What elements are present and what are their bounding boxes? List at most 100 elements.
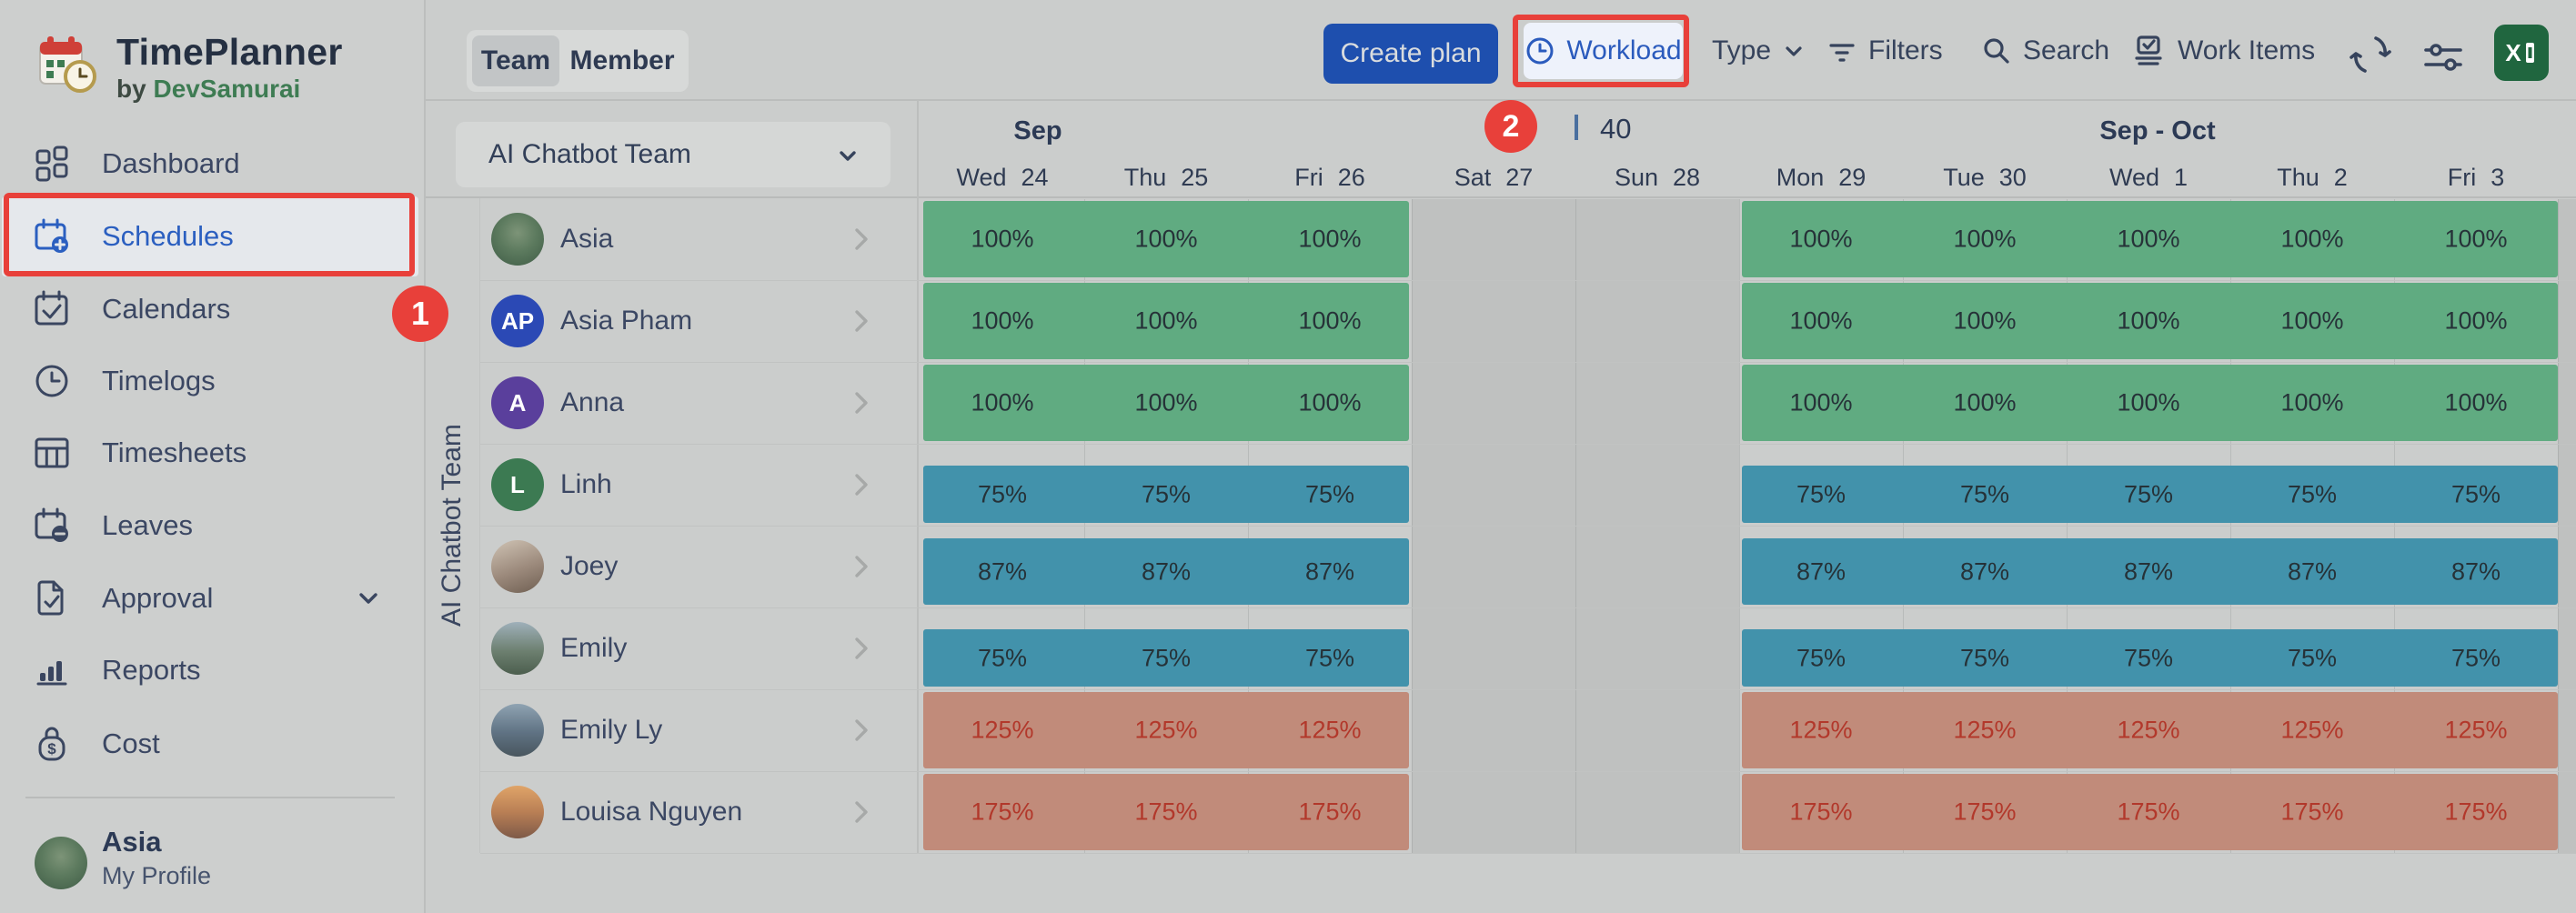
member-row-anna[interactable]: A Anna	[480, 362, 917, 444]
workload-bar-asia[interactable]	[923, 201, 1409, 277]
workload-bar-asia-pham[interactable]	[923, 283, 1409, 359]
type-label: Type	[1712, 35, 1772, 65]
utilization-value: 175%	[1789, 798, 1853, 826]
workload-button[interactable]: Workload	[1524, 23, 1683, 79]
sidebar-item-label: Dashboard	[102, 147, 240, 179]
sidebar-item-approval[interactable]: Approval	[2, 562, 418, 635]
avatar	[491, 540, 544, 593]
day-header-sun-28: Sun 28	[1614, 164, 1701, 191]
annotation-step2-rect	[1513, 15, 1689, 87]
sidebar-item-label: Calendars	[102, 293, 231, 325]
workload-bar-emily[interactable]	[1742, 629, 2558, 687]
sidebar-item-label: Timelogs	[102, 365, 216, 396]
calendar-minus-icon	[31, 505, 73, 547]
workload-bar-emily-ly[interactable]	[923, 692, 1409, 768]
member-name: Anna	[560, 387, 625, 417]
app-logo: TimePlanner by DevSamurai	[33, 31, 343, 104]
utilization-value: 175%	[1134, 798, 1198, 826]
sync-arrows-icon[interactable]	[2349, 33, 2392, 76]
sidebar-item-schedules[interactable]: Schedules	[2, 196, 418, 276]
month-group-label-sep: Sep	[1013, 116, 1062, 145]
workload-bar-louisa-nguyen[interactable]	[923, 774, 1409, 850]
utilization-value: 100%	[2117, 306, 2180, 335]
tab-team[interactable]: Team	[472, 35, 559, 86]
sidebar-item-cost[interactable]: $ Cost	[2, 707, 418, 780]
sidebar-item-dashboard[interactable]: Dashboard	[2, 127, 418, 200]
member-row-emily-ly[interactable]: Emily Ly	[480, 689, 917, 771]
member-name: Louisa Nguyen	[560, 797, 743, 827]
sidebar-item-leaves[interactable]: Leaves	[2, 489, 418, 562]
workload-bar-linh[interactable]	[923, 466, 1409, 523]
member-row-emily[interactable]: Emily	[480, 607, 917, 689]
search-button[interactable]: Search	[1981, 23, 2109, 79]
annotation-step1-rect	[4, 193, 415, 276]
clock-icon	[31, 360, 73, 402]
utilization-value: 125%	[2117, 716, 2180, 744]
utilization-value: 100%	[1298, 388, 1362, 416]
utilization-value: 175%	[971, 798, 1034, 826]
member-name: Asia Pham	[560, 306, 693, 336]
workload-bar-emily[interactable]	[923, 629, 1409, 687]
sidebar-item-label: Approval	[102, 582, 214, 614]
member-row-joey[interactable]: Joey	[480, 526, 917, 607]
row-separator	[480, 771, 2576, 772]
utilization-value: 75%	[977, 644, 1028, 671]
utilization-value: 100%	[1953, 306, 2017, 335]
workload-bar-linh[interactable]	[1742, 466, 2558, 523]
tab-member[interactable]: Member	[569, 45, 675, 75]
sidebar-item-label: Timesheets	[102, 436, 247, 468]
workload-bar-asia[interactable]	[1742, 201, 2558, 277]
calendar-check-icon	[31, 288, 73, 330]
excel-icon: X	[2501, 33, 2541, 73]
member-row-linh[interactable]: L Linh	[480, 444, 917, 526]
utilization-value: 100%	[1134, 225, 1198, 253]
avatar: L	[491, 458, 544, 511]
chevron-right-icon	[853, 307, 870, 335]
team-selector-dropdown[interactable]: AI Chatbot Team	[456, 122, 891, 187]
utilization-value: 75%	[1141, 480, 1192, 507]
utilization-value: 100%	[2117, 225, 2180, 253]
filters-label: Filters	[1868, 35, 1943, 65]
day-header-thu-2: Thu 2	[2277, 164, 2348, 191]
workload-bar-louisa-nguyen[interactable]	[1742, 774, 2558, 850]
calendar-plus-icon	[31, 216, 73, 257]
member-row-asia-pham[interactable]: AP Asia Pham	[480, 280, 917, 362]
sidebar-item-reports[interactable]: Reports	[2, 634, 418, 707]
chevron-right-icon	[853, 226, 870, 253]
utilization-value: 125%	[1298, 716, 1362, 744]
utilization-value: 100%	[2444, 388, 2508, 416]
member-row-asia[interactable]: Asia	[480, 198, 917, 280]
stack-check-icon	[2130, 33, 2167, 69]
utilization-value: 125%	[2280, 716, 2344, 744]
create-plan-button[interactable]: Create plan	[1323, 24, 1498, 84]
workload-bar-asia-pham[interactable]	[1742, 283, 2558, 359]
filters-button[interactable]: Filters	[1826, 23, 1943, 79]
type-dropdown[interactable]: Type	[1712, 23, 1806, 79]
day-header-mon-29: Mon 29	[1776, 164, 1867, 191]
work-items-button[interactable]: Work Items	[2130, 23, 2315, 79]
avatar	[491, 622, 544, 675]
row-separator	[480, 526, 2576, 527]
workload-bar-emily-ly[interactable]	[1742, 692, 2558, 768]
filter-lines-icon	[1826, 35, 1857, 66]
avatar: A	[491, 376, 544, 429]
member-row-louisa-nguyen[interactable]: Louisa Nguyen	[480, 771, 917, 853]
workload-bar-joey[interactable]	[923, 538, 1409, 605]
excel-export-button[interactable]: X	[2494, 25, 2549, 81]
sidebar-item-timesheets[interactable]: Timesheets	[2, 416, 418, 489]
utilization-value: 87%	[2287, 557, 2338, 585]
workload-bar-joey[interactable]	[1742, 538, 2558, 605]
row-separator	[480, 689, 2576, 690]
utilization-value: 87%	[1141, 557, 1192, 585]
sliders-icon[interactable]	[2421, 36, 2465, 80]
utilization-value: 100%	[971, 388, 1034, 416]
sidebar-item-calendars[interactable]: Calendars	[2, 273, 418, 346]
sidebar-item-label: Schedules	[102, 220, 234, 252]
workload-bar-anna[interactable]	[923, 365, 1409, 441]
sidebar-item-timelogs[interactable]: Timelogs	[2, 345, 418, 417]
utilization-value: 75%	[2123, 644, 2174, 671]
utilization-value: 87%	[1796, 557, 1846, 585]
utilization-value: 175%	[1298, 798, 1362, 826]
workload-bar-anna[interactable]	[1742, 365, 2558, 441]
